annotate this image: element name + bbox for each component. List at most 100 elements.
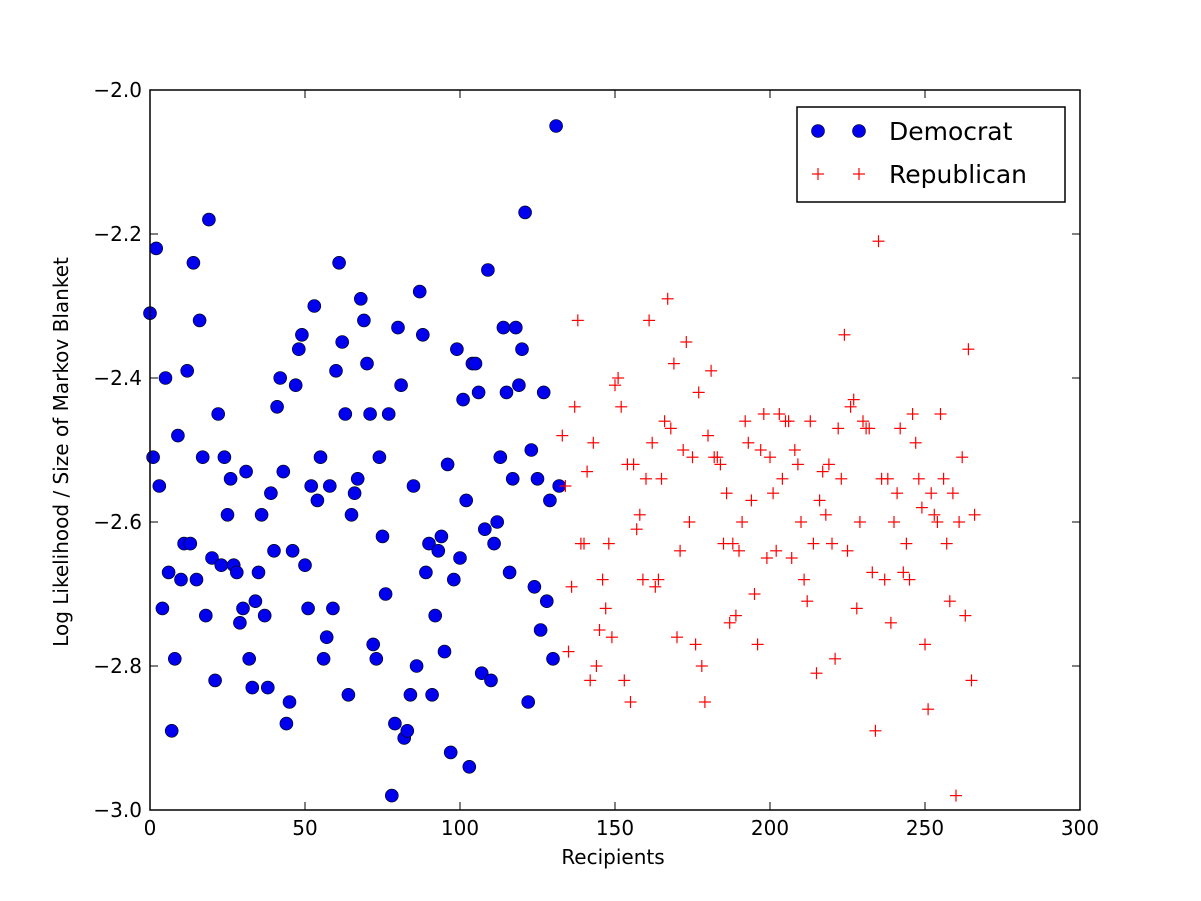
democrat-point — [236, 601, 250, 616]
democrat-point — [543, 493, 557, 508]
y-tick-label: −2.2 — [93, 222, 142, 246]
democrat-point — [440, 457, 455, 472]
democrat-point — [539, 594, 554, 609]
x-tick-label: 300 — [1061, 816, 1099, 840]
republican-point — [612, 372, 625, 384]
republican-point — [674, 544, 687, 557]
democrat-point — [363, 407, 377, 421]
legend-box — [796, 106, 1066, 203]
democrat-point — [189, 572, 204, 587]
republican-point — [770, 544, 783, 557]
republican-point — [643, 314, 656, 327]
republican-point — [782, 415, 795, 428]
democrat-point — [307, 299, 322, 313]
democrat-point — [357, 313, 371, 328]
legend-democrat-marker-1 — [811, 124, 825, 138]
republican-point — [671, 631, 683, 644]
democrat-point — [220, 507, 235, 522]
democrat-point — [456, 392, 470, 407]
republican-point — [822, 458, 835, 471]
republican-point — [965, 674, 978, 687]
democrat-point — [446, 572, 461, 587]
democrat-point — [512, 378, 526, 393]
democrat-point — [394, 378, 408, 393]
republican-point — [847, 393, 860, 406]
democrat-point — [304, 479, 319, 493]
republican-point — [584, 674, 597, 687]
republican-point — [742, 436, 755, 449]
republican-point — [909, 436, 922, 449]
republican-point — [754, 444, 767, 456]
republican-point — [723, 616, 736, 629]
democrat-point — [502, 565, 517, 580]
republican-point — [953, 516, 966, 528]
democrat-point — [353, 291, 368, 306]
democrat-point — [230, 565, 244, 580]
republican-point — [587, 436, 600, 449]
republican-point — [667, 357, 680, 370]
republican-point — [556, 429, 569, 442]
republican-point — [776, 472, 789, 485]
democrat-point — [391, 320, 405, 335]
democrat-point — [329, 363, 343, 378]
republican-point — [956, 451, 969, 464]
democrat-point — [403, 687, 418, 702]
democrat-point — [316, 651, 331, 666]
republican-point — [680, 336, 693, 348]
democrat-point — [149, 241, 163, 256]
data-points — [143, 119, 981, 803]
democrat-point — [202, 212, 216, 227]
democrat-point — [459, 493, 474, 508]
democrat-point — [462, 759, 477, 774]
democrat-point — [360, 356, 374, 371]
democrat-point — [471, 385, 486, 400]
democrat-point — [505, 471, 520, 486]
democrat-point — [369, 651, 384, 666]
republican-point — [745, 494, 758, 507]
republican-point — [853, 516, 866, 528]
democrat-point — [171, 428, 185, 443]
democrat-point — [248, 594, 263, 609]
republican-point — [819, 508, 832, 521]
republican-point — [922, 703, 935, 716]
republican-point — [807, 537, 820, 550]
republican-point — [624, 696, 637, 708]
republican-point — [838, 328, 851, 341]
democrat-point — [372, 450, 387, 465]
republican-point — [844, 400, 857, 413]
democrat-point — [186, 255, 201, 270]
republican-point — [658, 415, 671, 428]
republican-point — [928, 508, 941, 521]
democrat-point — [233, 615, 247, 630]
democrat-point — [208, 673, 222, 688]
republican-point — [609, 379, 621, 392]
republican-point — [795, 516, 807, 528]
republican-point — [627, 458, 640, 471]
republican-point — [568, 400, 581, 413]
democrat-point — [313, 450, 328, 465]
x-tick-label: 50 — [292, 816, 317, 840]
democrat-point — [168, 651, 182, 666]
x-tick-label: 0 — [144, 816, 157, 840]
democrat-point — [422, 536, 436, 551]
democrat-point — [288, 378, 303, 393]
republican-point — [698, 696, 711, 708]
republican-point — [692, 386, 705, 399]
republican-point — [931, 516, 944, 528]
democrat-point — [524, 443, 539, 457]
republican-point — [857, 415, 869, 428]
republican-point — [559, 480, 572, 492]
democrat-point — [443, 745, 458, 760]
republican-point — [841, 544, 854, 557]
republican-point — [640, 472, 652, 485]
republican-point — [630, 523, 643, 536]
republican-point — [912, 472, 925, 485]
republican-point — [906, 408, 919, 420]
democrat-point — [214, 558, 229, 573]
democrat-point — [484, 673, 498, 688]
democrat-point — [257, 608, 272, 623]
legend-republican-marker-2 — [853, 168, 865, 180]
y-tick-label: −3.0 — [93, 798, 142, 822]
republican-point — [764, 451, 776, 464]
republican-point — [757, 408, 770, 420]
